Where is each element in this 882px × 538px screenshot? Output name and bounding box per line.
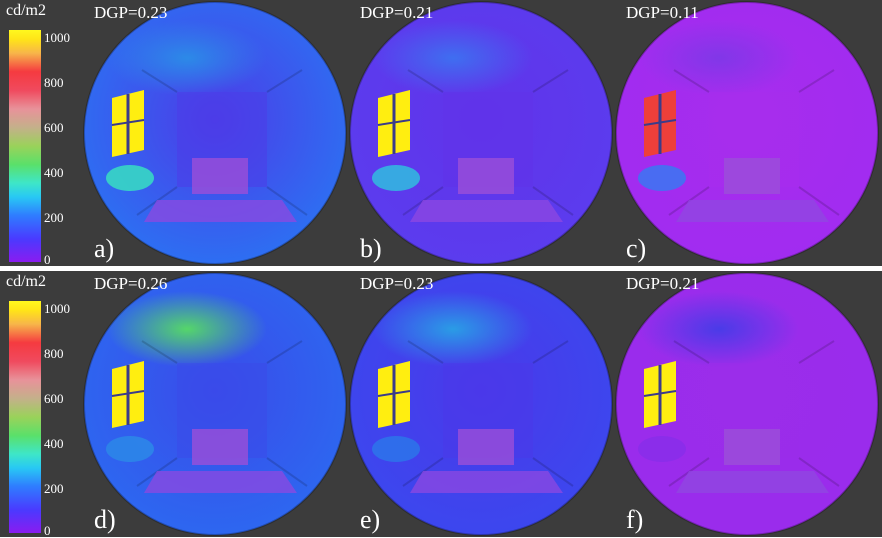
- dgp-label: DGP=0.11: [626, 3, 699, 22]
- floor-light-patch: [638, 165, 686, 191]
- fisheye-panel-c: DGP=0.11 c): [614, 0, 880, 266]
- fisheye-panel-b: DGP=0.21 b): [348, 0, 614, 266]
- ceiling-highlight: [373, 20, 533, 96]
- figure-row-top: cd/m2 1000 800 600 400 200 0 DGP=0.23 a)…: [0, 0, 882, 266]
- dgp-label: DGP=0.21: [360, 3, 434, 22]
- panel-letter: a): [94, 234, 115, 263]
- floor-light-patch: [106, 165, 154, 191]
- floor-light-patch: [106, 436, 154, 462]
- scale-tick-label: 600: [44, 120, 64, 135]
- floor-light-patch: [372, 436, 420, 462]
- desk: [144, 471, 297, 493]
- fisheye-rendering: [83, 272, 347, 536]
- scale-tick-label: 0: [44, 523, 51, 538]
- ceiling-highlight: [639, 20, 799, 96]
- monitor: [724, 158, 780, 194]
- scale-tick-label: 800: [44, 75, 64, 90]
- luminance-color-scale: cd/m2 1000 800 600 400 200 0: [0, 271, 82, 537]
- colorbar: [9, 30, 41, 262]
- scale-tick-label: 400: [44, 165, 64, 180]
- fisheye-panel-e: DGP=0.23 e): [348, 271, 614, 537]
- monitor: [192, 429, 248, 465]
- scale-tick-label: 800: [44, 346, 64, 361]
- luminance-color-scale: cd/m2 1000 800 600 400 200 0: [0, 0, 82, 266]
- scale-tick-label: 400: [44, 436, 64, 451]
- fisheye-rendering: [349, 1, 613, 265]
- monitor: [724, 429, 780, 465]
- scale-unit-label: cd/m2: [6, 273, 46, 290]
- ceiling-highlight: [107, 20, 267, 96]
- scale-tick-label: 0: [44, 252, 51, 267]
- scale-tick-label: 200: [44, 210, 64, 225]
- ceiling-highlight: [373, 291, 533, 367]
- fisheye-rendering: [349, 272, 613, 536]
- panel-letter: c): [626, 234, 647, 263]
- desk: [410, 200, 563, 222]
- floor-light-patch: [638, 436, 686, 462]
- scale-tick-label: 600: [44, 391, 64, 406]
- scale-tick-label: 1000: [44, 301, 70, 316]
- floor-light-patch: [372, 165, 420, 191]
- dgp-label: DGP=0.23: [94, 3, 168, 22]
- panel-letter: b): [360, 234, 382, 263]
- ceiling-highlight: [107, 291, 267, 367]
- panel-letter: e): [360, 505, 381, 534]
- dgp-label: DGP=0.26: [94, 274, 168, 293]
- desk: [144, 200, 297, 222]
- ceiling-highlight: [639, 291, 799, 367]
- panel-letter: f): [626, 505, 644, 534]
- colorbar: [9, 301, 41, 533]
- fisheye-panel-a: DGP=0.23 a): [82, 0, 348, 266]
- desk: [676, 200, 829, 222]
- monitor: [458, 158, 514, 194]
- fisheye-rendering: [83, 1, 347, 265]
- fisheye-panel-f: DGP=0.21 f): [614, 271, 880, 537]
- scale-unit-label: cd/m2: [6, 2, 46, 19]
- desk: [410, 471, 563, 493]
- figure-row-bottom: cd/m2 1000 800 600 400 200 0 DGP=0.26 d)…: [0, 271, 882, 537]
- desk: [676, 471, 829, 493]
- fisheye-rendering: [615, 272, 879, 536]
- fisheye-panel-d: DGP=0.26 d): [82, 271, 348, 537]
- panel-letter: d): [94, 505, 116, 534]
- fisheye-rendering: [615, 1, 879, 265]
- dgp-label: DGP=0.23: [360, 274, 434, 293]
- scale-tick-label: 1000: [44, 30, 70, 45]
- scale-tick-label: 200: [44, 481, 64, 496]
- monitor: [192, 158, 248, 194]
- dgp-label: DGP=0.21: [626, 274, 700, 293]
- monitor: [458, 429, 514, 465]
